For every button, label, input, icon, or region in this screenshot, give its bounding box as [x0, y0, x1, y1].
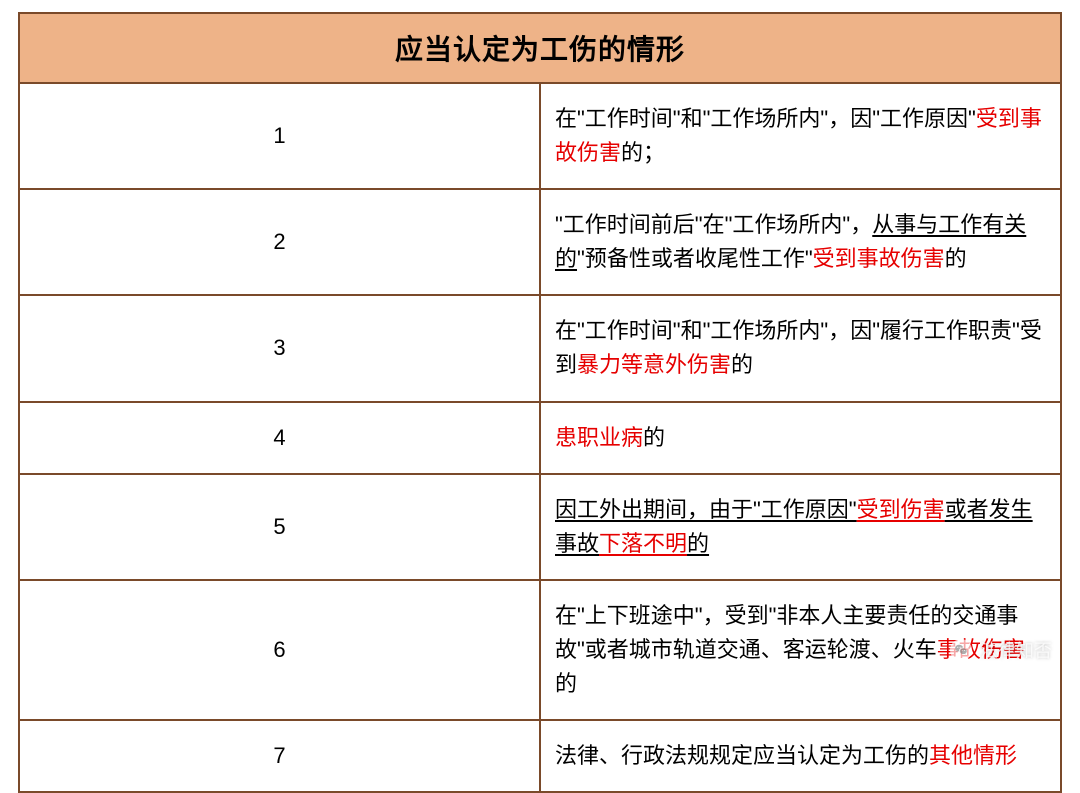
row-content: 患职业病的: [540, 402, 1061, 474]
table-row: 2"工作时间前后"在"工作场所内"，从事与工作有关的"预备性或者收尾性工作"受到…: [19, 189, 1061, 295]
row-content: 法律、行政法规规定应当认定为工伤的其他情形: [540, 720, 1061, 792]
text-segment: "工作时间前后"在"工作场所内"，: [555, 212, 872, 237]
text-segment: 的: [945, 246, 967, 271]
text-segment: 因工外出期间，由于"工作原因": [555, 497, 857, 522]
row-number: 5: [19, 474, 540, 580]
row-number: 6: [19, 580, 540, 720]
text-segment: 患职业病: [555, 425, 643, 450]
text-segment: 暴力等意外伤害: [577, 352, 731, 377]
work-injury-table: 应当认定为工伤的情形 1在"工作时间"和"工作场所内"，因"工作原因"受到事故伤…: [18, 12, 1062, 793]
row-content: "工作时间前后"在"工作场所内"，从事与工作有关的"预备性或者收尾性工作"受到事…: [540, 189, 1061, 295]
row-content: 在"工作时间"和"工作场所内"，因"履行工作职责"受到暴力等意外伤害的: [540, 295, 1061, 401]
row-content: 因工外出期间，由于"工作原因"受到伤害或者发生事故下落不明的: [540, 474, 1061, 580]
table-row: 5因工外出期间，由于"工作原因"受到伤害或者发生事故下落不明的: [19, 474, 1061, 580]
row-number: 7: [19, 720, 540, 792]
text-segment: 下落不明: [599, 531, 687, 556]
text-segment: 的: [555, 671, 577, 696]
table-row: 6在"上下班途中"，受到"非本人主要责任的交通事故"或者城市轨道交通、客运轮渡、…: [19, 580, 1061, 720]
watermark-text: 法律知否: [980, 637, 1052, 663]
text-segment: 的: [731, 352, 753, 377]
text-segment: 法律、行政法规规定应当认定为工伤的: [555, 743, 929, 768]
text-segment: 受到伤害: [857, 497, 945, 522]
table-body: 1在"工作时间"和"工作场所内"，因"工作原因"受到事故伤害的；2"工作时间前后…: [19, 83, 1061, 792]
row-number: 3: [19, 295, 540, 401]
watermark: 法律知否: [950, 637, 1052, 663]
table-row: 7法律、行政法规规定应当认定为工伤的其他情形: [19, 720, 1061, 792]
text-segment: 其他情形: [929, 743, 1017, 768]
row-number: 1: [19, 83, 540, 189]
wechat-icon: [950, 639, 972, 661]
text-segment: 的；: [621, 140, 665, 165]
table-row: 1在"工作时间"和"工作场所内"，因"工作原因"受到事故伤害的；: [19, 83, 1061, 189]
text-segment: 的: [643, 425, 665, 450]
table-row: 3在"工作时间"和"工作场所内"，因"履行工作职责"受到暴力等意外伤害的: [19, 295, 1061, 401]
text-segment: "预备性或者收尾性工作": [577, 246, 813, 271]
row-number: 2: [19, 189, 540, 295]
text-segment: 受到事故伤害: [813, 246, 945, 271]
table-title: 应当认定为工伤的情形: [19, 13, 1061, 83]
text-segment: 的: [687, 531, 709, 556]
text-segment: 在"工作时间"和"工作场所内"，因"工作原因": [555, 106, 976, 131]
row-content: 在"工作时间"和"工作场所内"，因"工作原因"受到事故伤害的；: [540, 83, 1061, 189]
row-number: 4: [19, 402, 540, 474]
table-row: 4患职业病的: [19, 402, 1061, 474]
